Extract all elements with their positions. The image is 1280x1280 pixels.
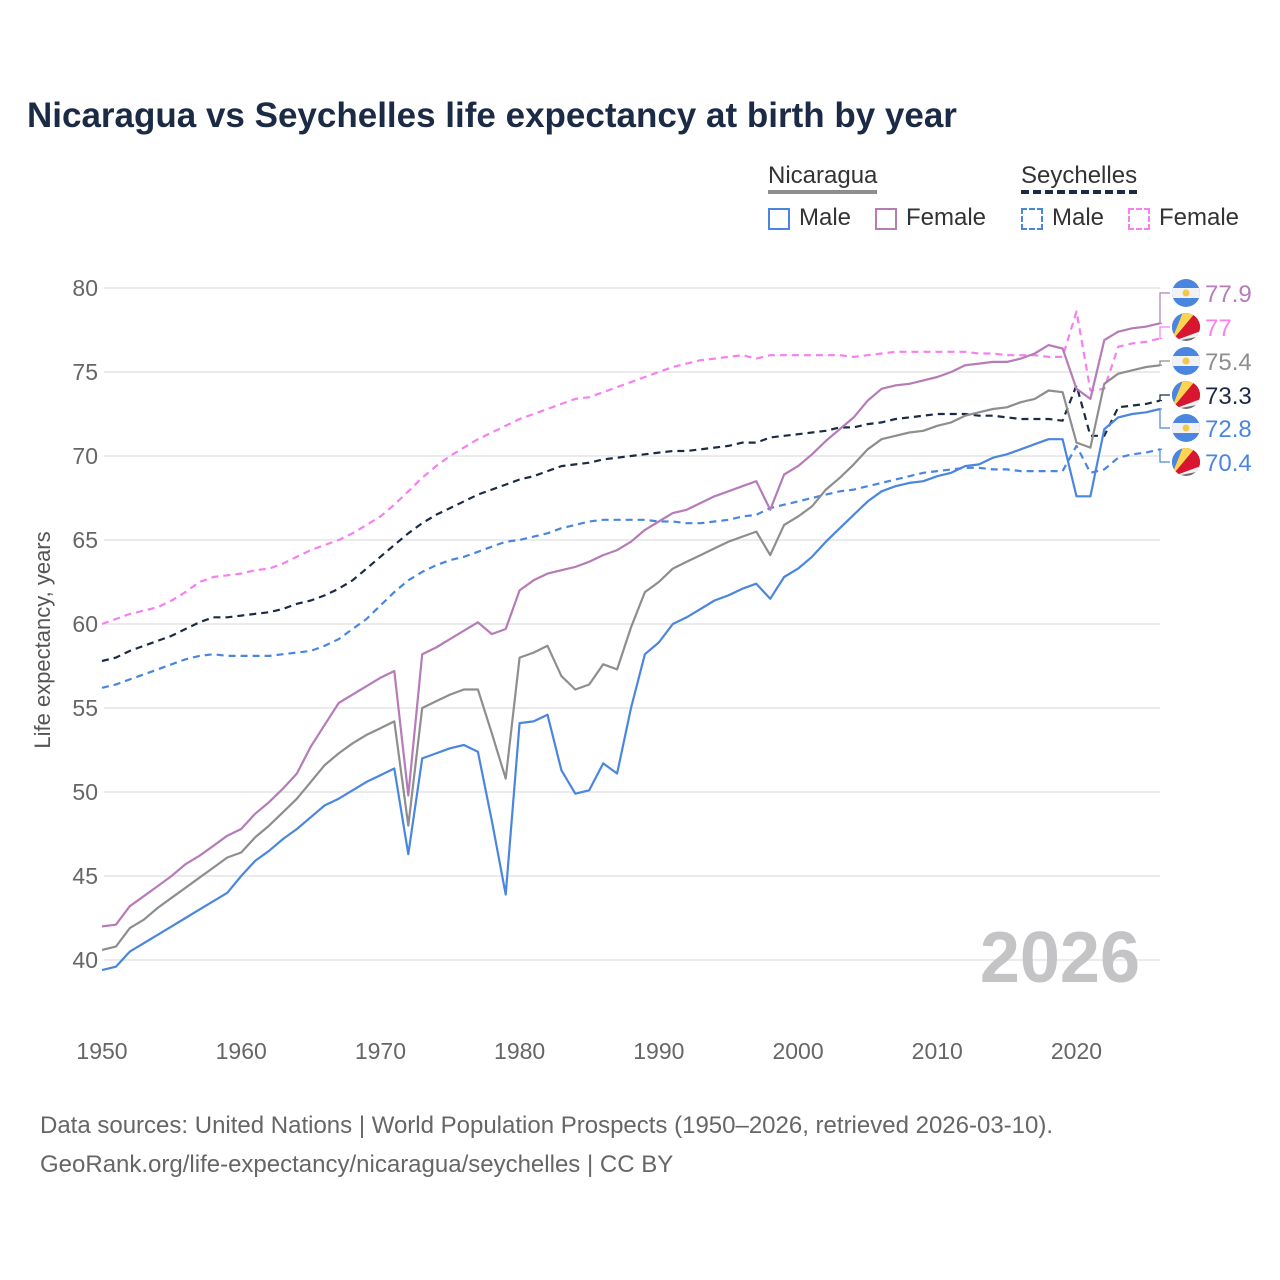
label-leader-line — [1159, 408, 1170, 429]
flag-emblem — [1182, 289, 1190, 297]
flag-emblem — [1182, 424, 1190, 432]
y-tick-label: 50 — [72, 779, 98, 805]
legend-nic-male-swatch — [768, 208, 790, 230]
flag-body — [1172, 381, 1200, 409]
series-line-nicaragua-total — [101, 364, 1161, 951]
flag-emblem — [1182, 357, 1190, 365]
flag-body — [1172, 347, 1200, 375]
legend-nic-male[interactable]: Male — [799, 204, 852, 231]
x-tick-label: 1960 — [216, 1038, 267, 1064]
source-line-2[interactable]: GeoRank.org/life-expectancy/nicaragua/se… — [40, 1151, 674, 1178]
series-line-nicaragua-female — [101, 322, 1161, 928]
y-tick-label: 60 — [72, 611, 98, 637]
legend-sey-female-swatch — [1128, 208, 1150, 230]
end-value-label: 73.3 — [1205, 383, 1252, 410]
end-value-label: 70.4 — [1205, 450, 1252, 477]
seychelles-flag-icon — [1172, 381, 1200, 409]
legend-sey-male-swatch — [1021, 208, 1043, 230]
source-line-1: Data sources: United Nations | World Pop… — [40, 1112, 1054, 1139]
end-value-label: 77.9 — [1205, 281, 1252, 308]
y-axis-label: Life expectancy, years — [30, 531, 55, 748]
legend-sey-female[interactable]: Female — [1159, 204, 1240, 231]
end-value-label: 75.4 — [1205, 349, 1252, 376]
x-tick-label: 1970 — [355, 1038, 406, 1064]
end-value-label: 77 — [1205, 315, 1232, 342]
y-tick-label: 65 — [72, 527, 98, 553]
flag-body — [1172, 448, 1200, 476]
nicaragua-flag-icon — [1172, 414, 1200, 442]
flag-body — [1172, 313, 1200, 341]
label-leader-line — [1159, 292, 1170, 324]
flag-ray — [1172, 381, 1200, 409]
y-tick-label: 45 — [72, 863, 98, 889]
seychelles-flag-icon — [1172, 313, 1200, 341]
flag-ray — [1172, 313, 1200, 341]
y-tick-label: 70 — [72, 443, 98, 469]
legend-sey-male[interactable]: Male — [1052, 204, 1105, 231]
x-tick-label: 1950 — [76, 1038, 127, 1064]
x-tick-label: 1980 — [494, 1038, 545, 1064]
series-line-seychelles-female — [101, 310, 1161, 626]
flag-body — [1172, 414, 1200, 442]
series-line-nicaragua-male — [101, 407, 1161, 972]
label-leader-line — [1159, 326, 1170, 339]
nicaragua-flag-icon — [1172, 347, 1200, 375]
nicaragua-flag-icon — [1172, 279, 1200, 307]
series-line-seychelles-total — [101, 384, 1161, 663]
flag-ray — [1172, 448, 1200, 476]
label-leader-line — [1159, 448, 1170, 463]
end-value-label: 72.8 — [1205, 416, 1252, 443]
label-leader-line — [1159, 360, 1170, 366]
y-tick-label: 40 — [72, 947, 98, 973]
y-tick-label: 80 — [72, 275, 98, 301]
x-tick-label: 1990 — [633, 1038, 684, 1064]
legend-nic-female-swatch — [875, 208, 897, 230]
legend-nicaragua-header: Nicaragua — [768, 162, 878, 194]
series-line-seychelles-male — [101, 444, 1161, 689]
x-tick-label: 2000 — [772, 1038, 823, 1064]
legend-nic-female[interactable]: Female — [906, 204, 987, 231]
x-tick-label: 2020 — [1051, 1038, 1102, 1064]
x-tick-label: 2010 — [912, 1038, 963, 1064]
chart-title: Nicaragua vs Seychelles life expectancy … — [27, 96, 957, 135]
year-watermark: 2026 — [980, 918, 1140, 998]
legend-seychelles-header: Seychelles — [1021, 162, 1138, 194]
y-tick-label: 55 — [72, 695, 98, 721]
flag-body — [1172, 279, 1200, 307]
source-note: Data sources: United Nations | World Pop… — [40, 1106, 1053, 1184]
seychelles-flag-icon — [1172, 448, 1200, 476]
label-leader-line — [1159, 394, 1170, 402]
y-tick-label: 75 — [72, 359, 98, 385]
